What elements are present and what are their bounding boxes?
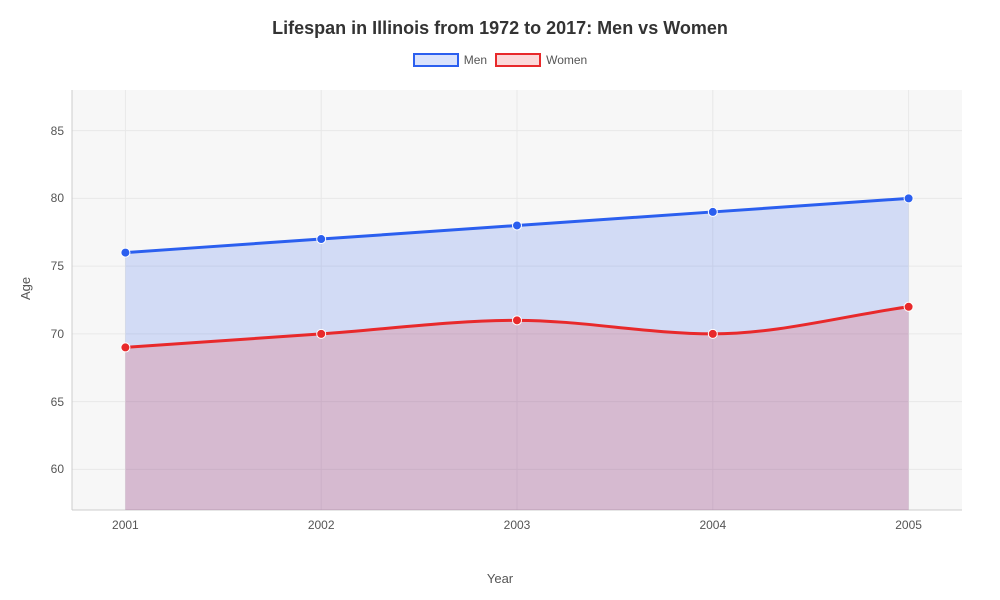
chart-title: Lifespan in Illinois from 1972 to 2017: …	[0, 0, 1000, 39]
y-tick: 60	[51, 462, 64, 476]
y-tick: 75	[51, 259, 64, 273]
x-tick: 2005	[895, 518, 922, 532]
plot-area: 60657075808520012002200320042005	[72, 90, 962, 510]
y-tick: 80	[51, 191, 64, 205]
legend-item-women[interactable]: Women	[495, 53, 587, 67]
legend-swatch-women	[495, 53, 541, 67]
legend-item-men[interactable]: Men	[413, 53, 487, 67]
y-tick: 85	[51, 124, 64, 138]
legend-label-men: Men	[464, 53, 487, 67]
line-series	[72, 90, 962, 510]
y-tick: 65	[51, 395, 64, 409]
legend: Men Women	[0, 53, 1000, 67]
y-tick: 70	[51, 327, 64, 341]
legend-label-women: Women	[546, 53, 587, 67]
x-tick: 2003	[504, 518, 531, 532]
legend-swatch-men	[413, 53, 459, 67]
y-axis-label: Age	[18, 277, 33, 300]
x-axis-label: Year	[0, 571, 1000, 586]
chart-container: Lifespan in Illinois from 1972 to 2017: …	[0, 0, 1000, 600]
x-tick: 2002	[308, 518, 335, 532]
x-tick: 2001	[112, 518, 139, 532]
x-tick: 2004	[699, 518, 726, 532]
